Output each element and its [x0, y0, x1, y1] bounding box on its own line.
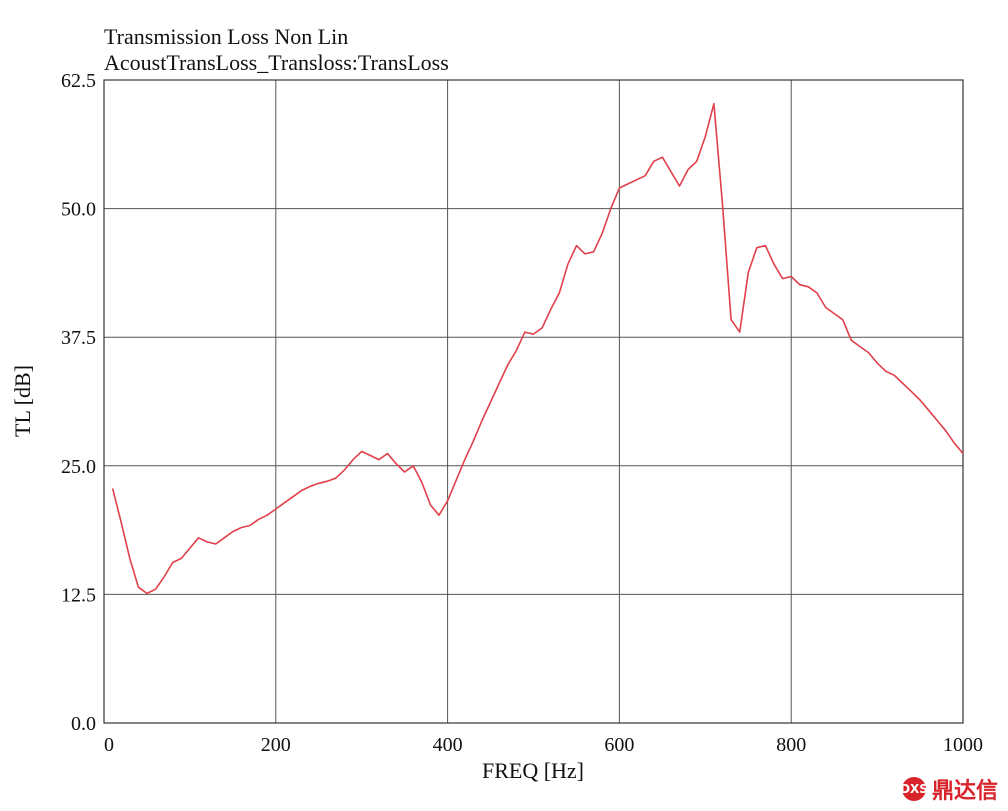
y-axis-label: TL [dB] [10, 365, 35, 437]
y-tick-label: 37.5 [61, 327, 96, 349]
plot-frame [103, 79, 964, 724]
watermark: DXS 鼎达信 [900, 773, 998, 805]
watermark-text: 鼎达信 [931, 779, 998, 804]
y-tick-label: 50.0 [61, 199, 96, 221]
y-axis-ticks: 0.0 12.5 25.0 37.5 50.0 62.5 [61, 70, 96, 735]
y-tick-label: 12.5 [61, 584, 96, 606]
x-axis-label: FREQ [Hz] [482, 758, 584, 783]
y-tick-label: 62.5 [61, 70, 96, 92]
x-tick-label: 400 [433, 734, 463, 756]
x-tick-label: 0 [104, 734, 114, 756]
x-tick-label: 1000 [943, 734, 983, 756]
x-tick-label: 800 [776, 734, 806, 756]
chart-title: Transmission Loss Non Lin [104, 24, 348, 49]
y-tick-label: 0.0 [71, 713, 96, 735]
y-tick-label: 25.0 [61, 456, 96, 478]
chart-subtitle: AcoustTransLoss_Transloss:TransLoss [104, 50, 449, 75]
grid-lines [104, 80, 963, 723]
watermark-logo-icon: DXS [900, 777, 928, 801]
x-axis-ticks: 0 200 400 600 800 1000 [104, 734, 983, 756]
x-tick-label: 200 [261, 734, 291, 756]
tl-series-line [111, 102, 964, 595]
x-tick-label: 600 [604, 734, 634, 756]
